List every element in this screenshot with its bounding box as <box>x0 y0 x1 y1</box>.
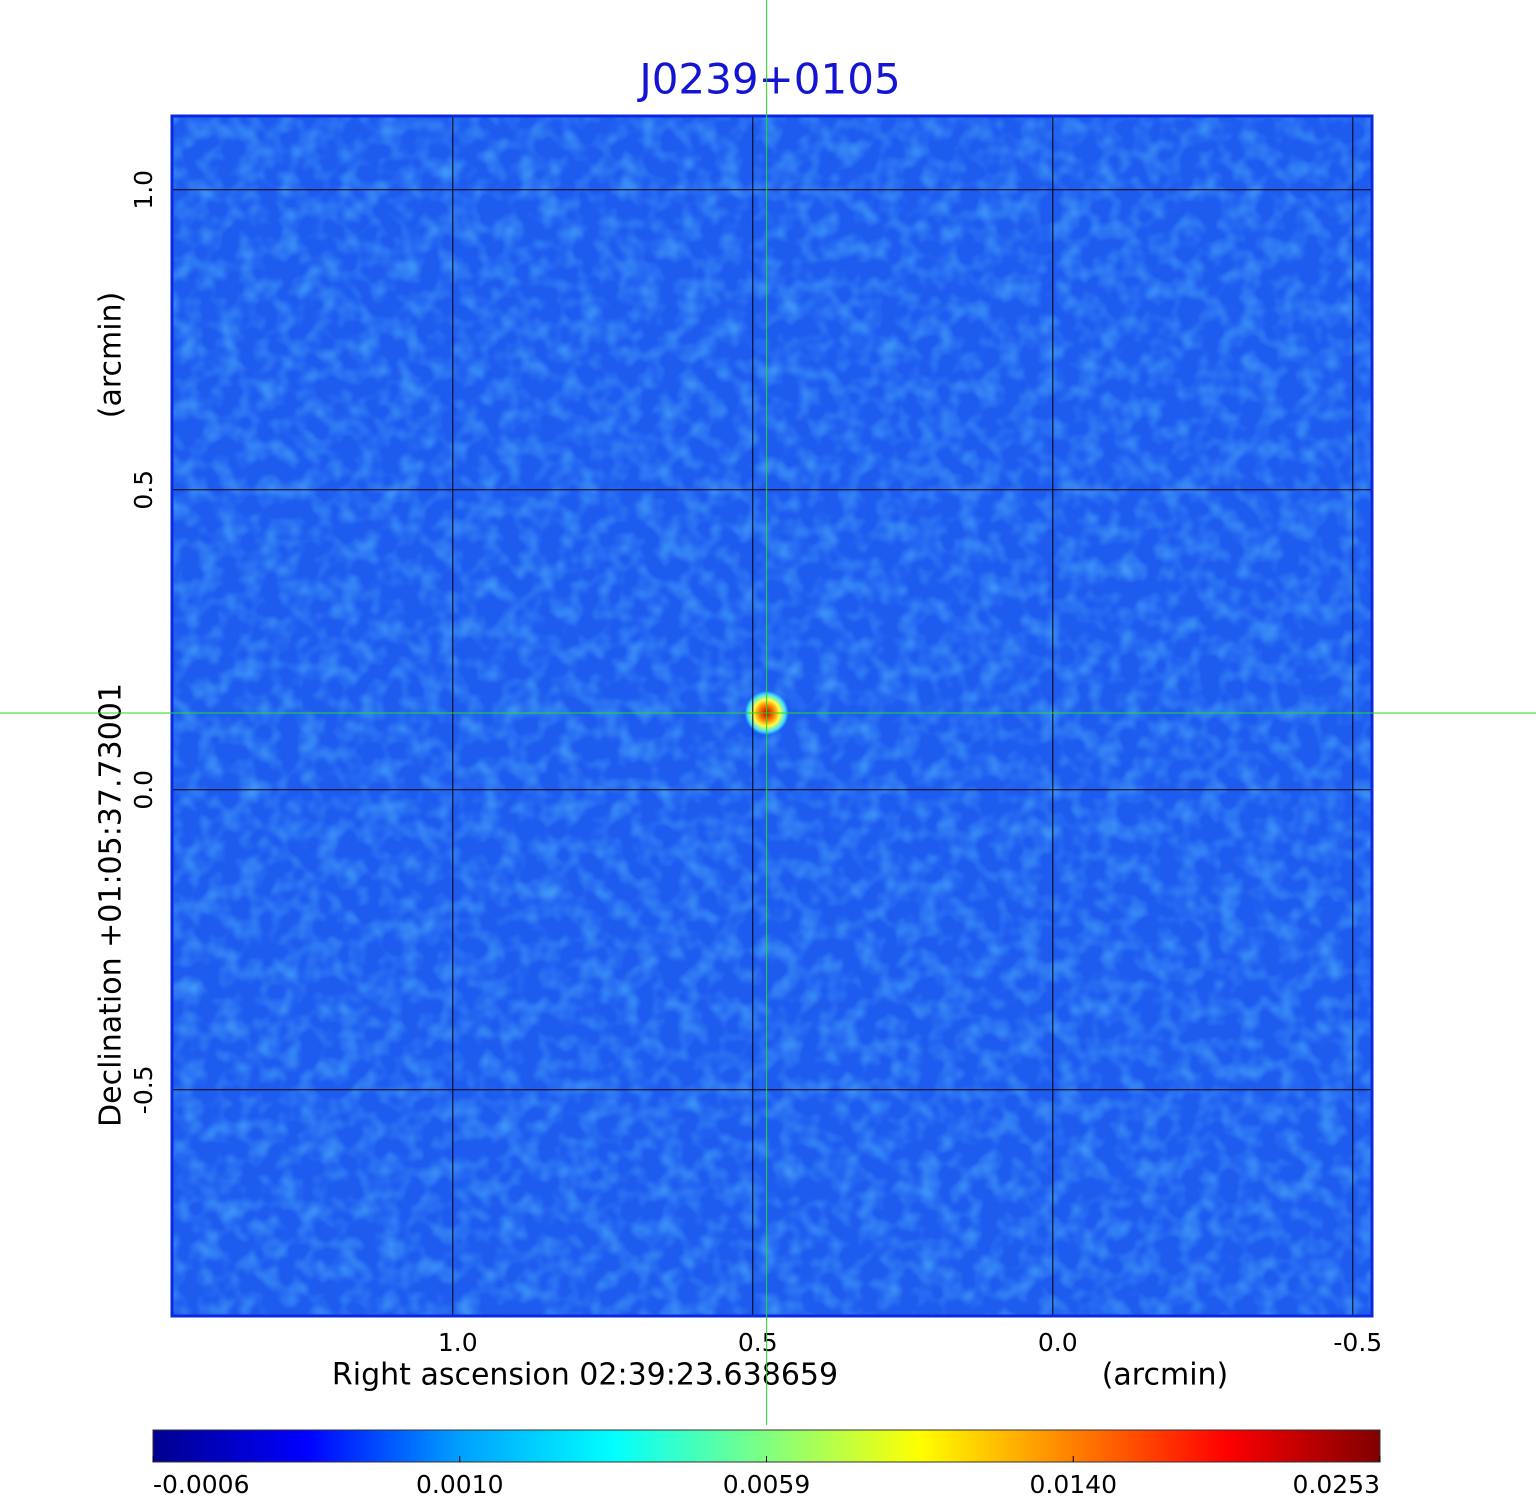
y-tick-label: 0.0 <box>129 770 158 810</box>
x-axis-unit: (arcmin) <box>1102 1358 1229 1393</box>
x-tick-label: 0.5 <box>738 1328 778 1357</box>
y-tick-label: 1.0 <box>129 170 158 210</box>
colorbar-tick-label: 0.0059 <box>723 1470 810 1499</box>
colorbar-tick-label: -0.0006 <box>153 1470 250 1499</box>
x-tick-label: 1.0 <box>438 1328 478 1357</box>
y-axis-label: Declination +01:05:37.73001 <box>94 683 129 1127</box>
x-axis-label: Right ascension 02:39:23.638659 <box>332 1358 838 1393</box>
colorbar-tick-label: 0.0253 <box>1293 1470 1380 1499</box>
chart-title: J0239+0105 <box>636 55 900 104</box>
colorbar-tick-label: 0.0010 <box>416 1470 503 1499</box>
y-tick-label: 0.5 <box>129 470 158 510</box>
y-tick-label: -0.5 <box>129 1065 158 1114</box>
x-tick-label: -0.5 <box>1333 1328 1382 1357</box>
x-tick-label: 0.0 <box>1038 1328 1078 1357</box>
colorbar-tick-label: 0.0140 <box>1030 1470 1117 1499</box>
plot-border <box>170 114 1374 1318</box>
y-axis-unit: (arcmin) <box>94 292 129 419</box>
